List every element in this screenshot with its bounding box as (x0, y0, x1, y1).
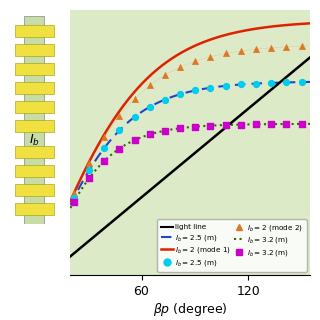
Point (147, 104, 152, 109)
Point (178, 92, 183, 97)
Point (223, 83, 228, 88)
Point (238, 48, 244, 53)
Point (87, 168, 92, 173)
Legend: light line, $I_b=2.5$ (m), $I_b=2$ (mode 1), $I_b=2.5$ (m), $I_b=2$ (mode 2), $I: light line, $I_b=2.5$ (m), $I_b=2$ (mode… (157, 219, 307, 272)
Point (208, 85, 213, 90)
Point (268, 80, 274, 85)
Point (71, 195, 76, 200)
Point (147, 132, 152, 137)
Bar (24, 16, 44, 224)
Point (117, 114, 122, 119)
Point (284, 122, 289, 127)
Point (253, 122, 259, 127)
Point (284, 80, 289, 85)
Bar (15, 203, 54, 215)
Point (178, 65, 183, 70)
Point (193, 59, 198, 64)
Point (238, 122, 244, 127)
Point (268, 45, 274, 50)
Point (132, 96, 137, 101)
Point (102, 145, 107, 150)
Bar (15, 63, 54, 75)
Point (299, 121, 304, 126)
Point (238, 82, 244, 87)
Point (299, 44, 304, 49)
Point (132, 114, 137, 119)
Point (253, 81, 259, 86)
Point (102, 135, 107, 140)
Point (253, 47, 259, 52)
Point (299, 79, 304, 84)
Bar (15, 44, 54, 56)
Point (163, 73, 168, 78)
Bar (15, 82, 54, 94)
Bar (15, 120, 54, 132)
Point (268, 122, 274, 127)
Point (117, 146, 122, 151)
Point (223, 51, 228, 56)
Point (71, 199, 76, 204)
Point (208, 54, 213, 59)
Point (87, 176, 92, 181)
Bar (15, 184, 54, 196)
Point (193, 124, 198, 129)
Point (284, 44, 289, 49)
Point (132, 138, 137, 143)
Point (178, 126, 183, 131)
Point (102, 158, 107, 164)
Bar (15, 146, 54, 158)
Point (163, 128, 168, 133)
Point (87, 161, 92, 166)
Point (71, 191, 76, 196)
X-axis label: $\beta p$ (degree): $\beta p$ (degree) (153, 301, 228, 318)
Point (193, 88, 198, 93)
Point (117, 128, 122, 133)
Point (223, 123, 228, 128)
Point (208, 123, 213, 128)
Bar (15, 165, 54, 177)
Point (147, 83, 152, 88)
Text: $I_b$: $I_b$ (29, 133, 40, 148)
Bar (15, 25, 54, 37)
Bar (15, 101, 54, 113)
Point (163, 97, 168, 102)
